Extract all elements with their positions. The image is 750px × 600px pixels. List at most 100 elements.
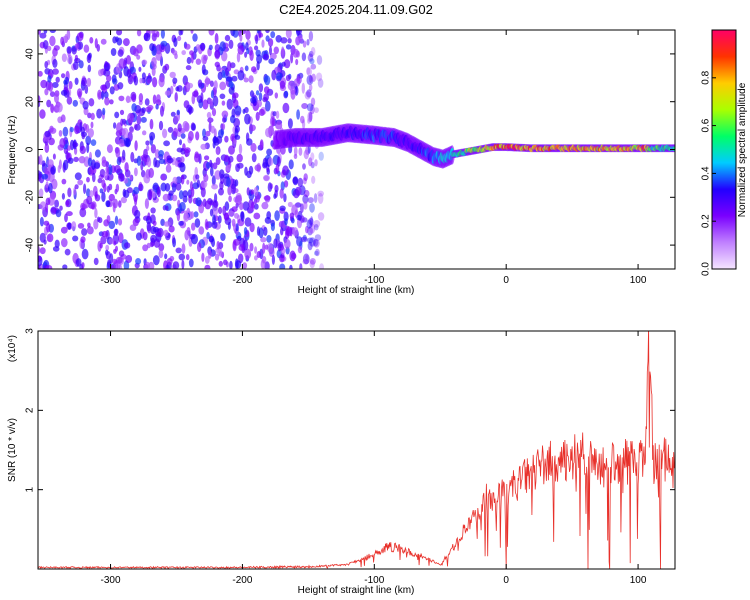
noise-blob — [256, 60, 260, 71]
noise-blob — [226, 176, 231, 188]
noise-blob — [189, 50, 194, 56]
noise-blob — [121, 127, 129, 139]
noise-blob — [244, 217, 252, 227]
noise-blob — [117, 49, 124, 57]
noise-blob — [200, 92, 204, 103]
noise-blob — [219, 181, 224, 190]
noise-blob — [102, 107, 106, 116]
noise-blob — [44, 130, 51, 138]
noise-blob — [244, 166, 248, 176]
spectrogram-x-tick-label: -300 — [101, 275, 121, 286]
noise-blob — [60, 36, 64, 46]
noise-blob — [151, 32, 157, 42]
noise-blob — [287, 38, 292, 44]
noise-blob — [186, 56, 192, 65]
chart-title: C2E4.2025.204.11.09.G02 — [279, 2, 433, 17]
noise-blob — [81, 262, 85, 269]
snr-background — [38, 331, 675, 569]
noise-blob — [271, 254, 275, 265]
noise-blob — [282, 102, 290, 114]
noise-blob — [42, 40, 49, 50]
noise-blob — [167, 126, 174, 133]
noise-blob — [101, 156, 107, 164]
noise-blob — [214, 253, 220, 261]
noise-blob — [77, 179, 84, 186]
noise-blob — [101, 230, 109, 238]
noise-blob — [144, 198, 149, 210]
noise-blob — [251, 153, 257, 163]
noise-blob — [290, 89, 296, 100]
noise-blob — [85, 135, 92, 146]
noise-blob — [224, 154, 230, 163]
noise-blob — [179, 201, 186, 212]
noise-blob — [228, 80, 234, 88]
noise-blob — [103, 219, 110, 227]
noise-blob — [267, 182, 273, 193]
noise-blob — [113, 122, 117, 129]
noise-blob — [237, 70, 245, 81]
noise-blob — [198, 226, 205, 235]
noise-blob — [175, 247, 182, 254]
noise-blob — [108, 164, 113, 175]
noise-blob — [301, 52, 307, 62]
snr-y-multiplier: (x10⁴) — [7, 335, 18, 362]
noise-blob — [232, 92, 239, 99]
noise-blob — [203, 173, 209, 182]
noise-blob — [62, 264, 68, 269]
noise-blob — [255, 111, 260, 121]
noise-blob — [79, 121, 83, 132]
noise-blob — [139, 77, 143, 84]
noise-blob — [290, 53, 294, 64]
noise-blob — [175, 86, 180, 92]
noise-blob — [138, 183, 144, 192]
noise-blob — [214, 193, 218, 203]
noise-blob — [64, 248, 71, 256]
noise-blob — [224, 34, 231, 42]
noise-blob — [285, 44, 292, 50]
noise-blob — [156, 94, 161, 103]
noise-blob — [63, 159, 69, 171]
noise-blob — [152, 94, 157, 105]
noise-blob — [160, 105, 164, 117]
noise-blob — [285, 74, 291, 82]
noise-blob — [115, 147, 121, 158]
noise-blob — [87, 222, 91, 228]
noise-blob — [135, 232, 142, 241]
noise-blob — [158, 249, 164, 259]
noise-blob — [200, 143, 207, 150]
snr-x-tick-label: -100 — [364, 575, 384, 586]
noise-blob — [134, 196, 138, 206]
noise-blob — [202, 135, 209, 142]
noise-blob — [249, 90, 255, 98]
noise-blob — [164, 63, 170, 71]
noise-blob — [313, 193, 318, 204]
noise-blob — [101, 179, 106, 189]
noise-blob — [251, 66, 257, 73]
noise-blob — [222, 116, 227, 123]
colorbar-tick-label: 0.8 — [701, 70, 712, 84]
noise-blob — [178, 162, 185, 168]
noise-blob — [307, 53, 314, 62]
noise-blob — [118, 156, 122, 163]
noise-blob — [295, 50, 300, 58]
noise-blob — [202, 128, 207, 138]
noise-blob — [184, 147, 191, 154]
noise-blob — [219, 81, 227, 91]
noise-blob — [165, 205, 169, 211]
noise-blob — [127, 112, 135, 124]
noise-blob — [182, 120, 189, 131]
noise-blob — [216, 64, 221, 72]
noise-blob — [88, 98, 95, 107]
noise-blob — [209, 98, 213, 107]
noise-blob — [152, 77, 158, 88]
noise-blob — [57, 165, 61, 173]
noise-blob — [190, 30, 194, 34]
noise-blob — [300, 203, 304, 214]
noise-blob — [309, 58, 315, 65]
noise-blob — [258, 32, 264, 38]
noise-blob — [52, 58, 58, 68]
noise-blob — [306, 103, 314, 112]
noise-blob — [195, 174, 200, 180]
noise-blob — [202, 99, 209, 110]
noise-blob — [205, 130, 211, 137]
